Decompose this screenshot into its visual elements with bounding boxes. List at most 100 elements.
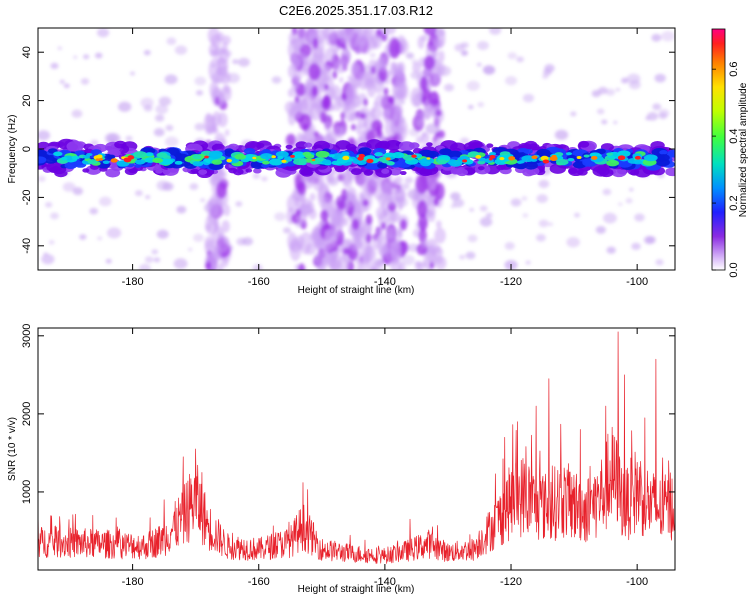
snr-x-tick-label: -120	[500, 576, 522, 588]
spectrogram-noise-blob	[57, 46, 63, 51]
spectrogram-noise-blob	[97, 236, 103, 241]
spectrogram-column-blob	[426, 176, 439, 190]
spectrogram-noise-blob	[461, 50, 469, 56]
spectrogram-column-blob	[205, 261, 212, 270]
spectrogram-noise-blob	[404, 176, 414, 184]
spectrogram-noise-blob	[538, 219, 549, 228]
spectrogram-band-core	[606, 152, 614, 156]
snr-panel: -180 -160 -140 -120 -100 1000 2000 3000 Height…	[7, 324, 676, 595]
spectrogram-noise-blob	[643, 235, 655, 245]
spectrogram-band-core	[102, 160, 110, 164]
spectrogram-band-body	[398, 141, 415, 152]
spectrogram-band-body	[578, 140, 590, 148]
spectrogram-noise-blob	[483, 65, 496, 75]
spectrogram-noise-blob	[194, 76, 207, 86]
spectrogram-band-core	[386, 161, 395, 166]
spectrogram-noise-blob	[450, 192, 461, 201]
spectrogram-noise-blob	[629, 188, 634, 192]
spectrogram-y-axis: -40 -20 0 20 40	[21, 46, 675, 254]
spectrogram-noise-blob	[655, 259, 664, 266]
spectrogram-band-blue	[134, 163, 142, 168]
spectrogram-noise-blob	[143, 49, 151, 56]
colorbar-gradient	[711, 28, 726, 271]
spectrogram-column-blob	[415, 112, 425, 127]
spectrogram-band-body	[46, 161, 63, 173]
spectrogram-band-core	[87, 159, 98, 165]
spectrogram-noise-blob	[50, 212, 59, 220]
spectrogram-noise-blob	[153, 257, 161, 263]
spectrogram-column-blob	[285, 133, 296, 147]
spectrogram-band-hotspot	[123, 157, 132, 163]
spectrogram-column-blob	[225, 129, 230, 137]
spectrogram-band-core	[152, 157, 164, 164]
spectrogram-x-axis: -180 -160 -140 -120 -100	[122, 28, 648, 288]
spectrogram-noise-blob	[63, 83, 70, 89]
spectrogram-column-blob	[434, 256, 447, 270]
spectrogram-band-body	[468, 140, 483, 149]
spectrogram-column-blob	[341, 100, 351, 113]
spectrogram-column-blob	[346, 87, 357, 101]
spectrogram-band-hotspot	[311, 158, 316, 162]
spectrogram-column-blob	[421, 261, 427, 269]
spectrogram-band-body	[191, 168, 199, 174]
spectrogram-column-blob	[340, 111, 346, 121]
spectrogram-band-body	[381, 168, 390, 174]
spectrogram-column-blob	[348, 28, 360, 49]
spectrogram-band-body	[245, 168, 253, 173]
spectrogram-column-blob	[394, 239, 401, 250]
spectrogram-noise-blob	[50, 62, 59, 70]
spectrogram-column-blob	[381, 34, 387, 42]
spectrogram-column-blob	[312, 37, 319, 49]
spectrogram-band-blue	[418, 149, 434, 159]
spectrogram-column-blob	[434, 227, 446, 244]
spectrogram-column-blob	[342, 247, 349, 255]
spectrogram-column-blob	[341, 188, 348, 202]
spectrogram-band-core	[606, 159, 619, 167]
spectrogram-band-core	[174, 160, 183, 165]
spectrogram-x-tick-label: -100	[626, 276, 648, 288]
spectrogram-column-blob	[350, 62, 359, 75]
spectrogram-panel: -180 -160 -140 -120 -100 -40 -20 0 20 40 Height …	[7, 27, 676, 296]
spectrogram-band-core	[437, 159, 448, 165]
spectrogram-band-core	[53, 151, 63, 157]
spectrogram-column-blob	[355, 124, 362, 135]
spectrogram-column-blob	[312, 85, 319, 97]
spectrogram-noise-blob	[105, 258, 112, 264]
spectrogram-noise-blob	[596, 108, 605, 115]
spectrogram-column-blob	[399, 219, 408, 231]
spectrogram-column-blob	[394, 187, 406, 204]
spectrogram-band-body	[304, 169, 313, 175]
spectrogram-column-blob	[220, 70, 231, 85]
spectrogram-noise-blob	[613, 120, 618, 125]
spectrogram-column-blob	[349, 112, 357, 122]
spectrogram-band-core	[277, 156, 284, 160]
spectrogram-column-blob	[423, 55, 435, 70]
spectrogram-column-blob	[333, 125, 344, 139]
spectrogram-noise-blob	[195, 90, 204, 96]
spectrogram-column-blob	[384, 119, 396, 138]
spectrogram-band-body	[253, 168, 262, 174]
spectrogram-noise-blob	[235, 201, 243, 207]
spectrogram-column-blob	[212, 111, 222, 127]
spectrogram-y-label: Frequency (Hz)	[7, 115, 18, 184]
spectrogram-band-hotspot	[290, 154, 295, 158]
spectrogram-column-blob	[346, 187, 357, 201]
spectrogram-column-blob	[204, 235, 215, 251]
spectrogram-band-core	[328, 154, 335, 158]
spectrogram-column-blob	[342, 44, 347, 50]
spectrogram-noise-blob	[595, 226, 606, 234]
spectrogram-noise-blob	[459, 254, 466, 260]
spectrogram-noise-blob	[156, 229, 169, 239]
spectrogram-noise-blob	[654, 73, 666, 83]
spectrogram-column-blob	[351, 218, 360, 231]
spectrogram-noise-blob	[41, 254, 55, 265]
spectrogram-column-blob	[426, 208, 432, 218]
snr-x-tick-label: -160	[248, 576, 270, 588]
spectrogram-column-blob	[387, 196, 396, 206]
spectrogram-column-blob	[329, 84, 342, 100]
spectrogram-band-core	[71, 155, 80, 160]
spectrogram-band-core	[208, 150, 223, 158]
spectrogram-column-blob	[298, 263, 306, 270]
spectrogram-noise-blob	[130, 71, 136, 76]
spectrogram-band-blue	[523, 148, 533, 155]
